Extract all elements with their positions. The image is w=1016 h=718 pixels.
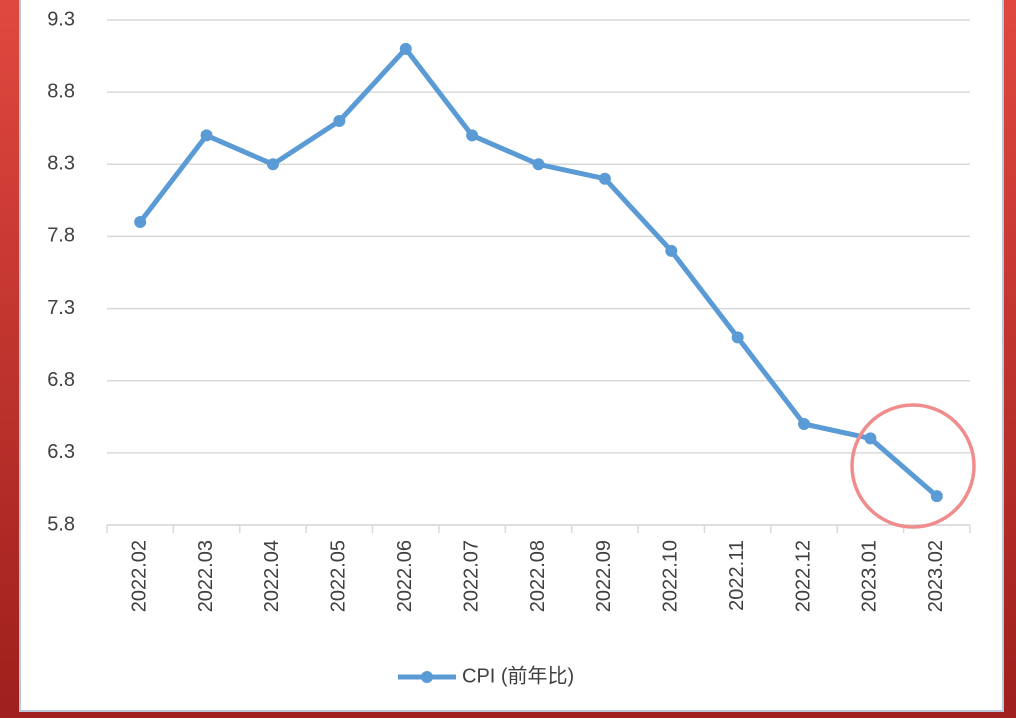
marker: [864, 432, 877, 445]
marker: [731, 331, 744, 344]
x-tick-label: 2022.03: [195, 540, 217, 612]
marker: [665, 244, 678, 257]
legend-marker: [421, 671, 433, 683]
marker: [532, 158, 545, 171]
marker: [266, 158, 279, 171]
y-tick-label: 5.8: [47, 513, 75, 535]
x-tick-label: 2022.12: [792, 540, 814, 612]
x-tick-label: 2022.11: [726, 540, 748, 611]
marker: [200, 129, 213, 142]
plot: 5.8 6.3 6.8 7.3 7.8 8.3 8.8 9.3 2022.02 2022.03 20…: [47, 8, 971, 687]
y-tick-label: 7.3: [47, 297, 75, 319]
marker: [798, 418, 811, 430]
marker: [598, 172, 611, 185]
y-tick-label: 6.8: [47, 369, 75, 391]
y-tick-label: 8.8: [47, 80, 75, 102]
y-tick-label: 6.3: [47, 441, 75, 463]
highlight-circle: [850, 403, 976, 529]
marker: [134, 216, 147, 228]
x-tick-label: 2022.05: [328, 540, 350, 612]
x-tick-label: 2022.02: [128, 540, 150, 612]
x-tick-label: 2022.09: [593, 540, 615, 612]
x-tick-label: 2022.07: [460, 540, 482, 612]
x-tick-label: 2023.01: [859, 540, 881, 612]
marker: [466, 129, 479, 142]
marker: [399, 42, 412, 55]
x-tick-label: 2023.02: [925, 540, 947, 612]
marker: [930, 490, 943, 503]
y-tick-label: 8.3: [47, 153, 75, 175]
x-tick-label: 2022.10: [660, 540, 682, 612]
legend-label: CPI (前年比): [462, 664, 574, 687]
y-tick-label: 9.3: [47, 8, 75, 30]
marker: [333, 115, 346, 127]
chart-area: [19, 0, 1004, 712]
x-tick-label: 2022.04: [261, 540, 283, 612]
x-tick-label: 2022.06: [394, 540, 416, 612]
x-tick-label: 2022.08: [527, 540, 549, 612]
y-tick-label: 7.8: [47, 225, 75, 247]
